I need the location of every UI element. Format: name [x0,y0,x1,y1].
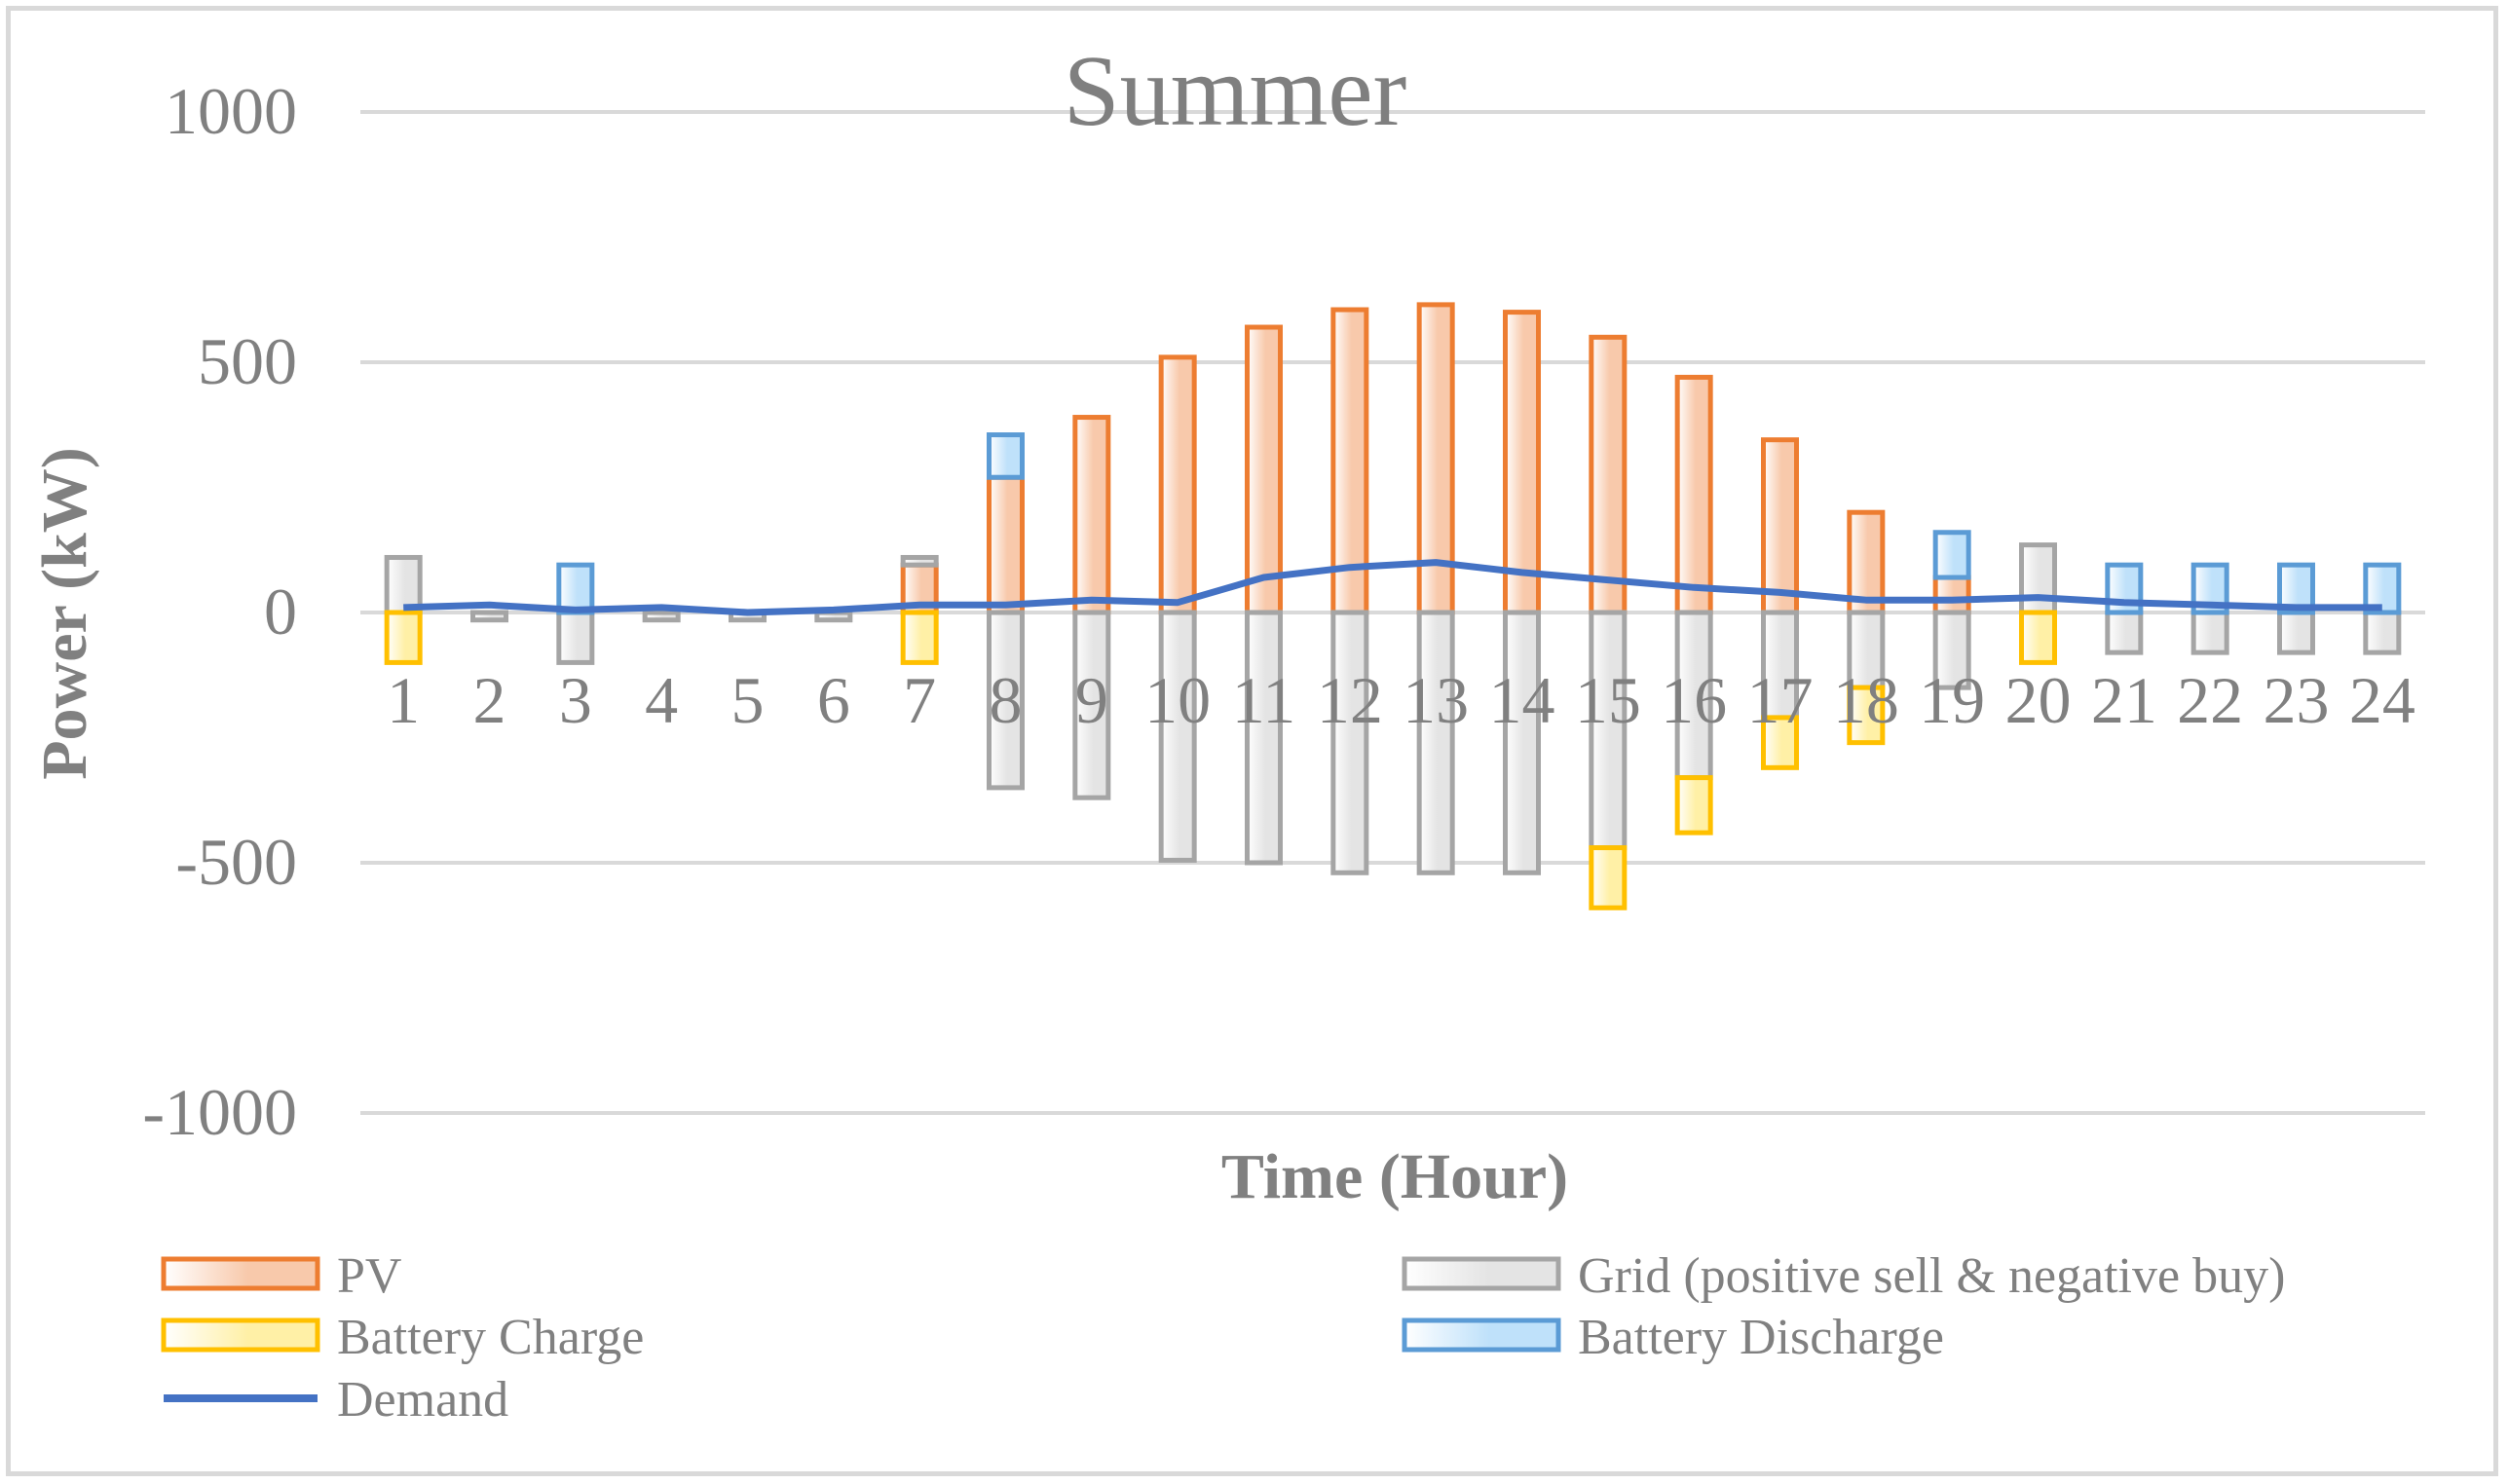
legend-label: Demand [337,1372,508,1428]
bar-battery-discharge [1932,530,1971,580]
bar-battery-discharge [556,562,595,615]
bar-grid [1072,610,1111,800]
x-tick-label: 21 [2091,663,2157,737]
bar-battery-charge [1847,685,1886,746]
bar-battery-charge [1761,715,1799,770]
bar-pv [1932,575,1971,615]
x-tick-label: 17 [1747,663,1814,737]
chart-title: Summer [1064,35,1406,147]
x-tick-label: 2 [473,663,506,737]
x-tick-label: 20 [2005,663,2072,737]
x-tick-label: 9 [1075,663,1108,737]
bar-grid [642,610,681,623]
bar-pv [1330,307,1369,615]
y-tick-label: 1000 [165,74,297,148]
bar-grid [1674,610,1713,781]
legend-label: Battery Charge [337,1310,644,1365]
y-tick-label: 0 [264,575,297,649]
bar-pv [1072,415,1111,615]
x-tick-label: 10 [1144,663,1211,737]
x-tick-label: 8 [990,663,1023,737]
x-tick-label: 22 [2177,663,2243,737]
x-axis-label: Time (Hour) [1221,1141,1568,1212]
bar-battery-discharge [987,432,1025,480]
bar-pv [1761,437,1799,615]
bar-grid [2190,610,2229,655]
x-tick-label: 1 [387,663,420,737]
x-tick-label: 5 [731,663,765,737]
y-axis-label: Power (kW) [29,447,100,780]
legend-label: Grid (positive sell & negative buy) [1578,1248,2285,1304]
legend-swatch [161,1256,320,1291]
bar-pv [1503,310,1541,615]
x-tick-label: 23 [2264,663,2330,737]
bar-grid [2277,610,2315,655]
bar-grid [556,610,595,665]
x-tick-label: 13 [1403,663,1469,737]
bar-pv [1245,324,1283,615]
legend-label: PV [337,1248,401,1304]
bar-grid [2019,542,2057,615]
bar-grid [2105,610,2144,655]
legend-swatch [1402,1256,1561,1291]
bar-battery-charge [384,610,423,665]
x-tick-label: 6 [817,663,850,737]
bar-pv [1158,354,1197,615]
legend-swatch [161,1317,320,1353]
x-tick-label: 19 [1919,663,1985,737]
legend-swatch [1402,1317,1561,1353]
bar-grid [1158,610,1197,863]
x-tick-label: 4 [645,663,678,737]
x-tick-label: 3 [559,663,592,737]
bar-grid [1932,610,1971,690]
bar-grid [1589,610,1628,851]
x-tick-label: 18 [1833,663,1899,737]
bar-grid [470,610,508,623]
bar-grid [2363,610,2402,655]
bar-pv [1674,374,1713,615]
x-tick-label: 7 [903,663,936,737]
bar-battery-charge [1674,775,1713,835]
bar-battery-charge [1589,845,1628,910]
bar-grid [1245,610,1283,866]
y-tick-label: 500 [198,324,297,398]
bar-grid [1330,610,1369,875]
bar-grid [1503,610,1541,875]
bar-battery-discharge [2363,562,2402,615]
bar-grid [987,610,1025,791]
x-tick-label: 11 [1232,663,1295,737]
x-tick-label: 12 [1317,663,1383,737]
bar-battery-charge [900,610,939,665]
x-tick-label: 16 [1661,663,1727,737]
y-tick-label: -500 [175,825,297,899]
bar-grid [900,554,939,568]
x-tick-label: 14 [1489,663,1555,737]
bar-pv [987,474,1025,615]
bar-pv [1589,334,1628,615]
bar-battery-charge [2019,610,2057,665]
bar-grid [1416,610,1455,875]
legend-label: Battery Discharge [1578,1310,1944,1365]
y-tick-label: -1000 [142,1075,297,1149]
demand-line [403,559,2382,616]
x-tick-label: 15 [1575,663,1641,737]
bar-grid [384,554,423,615]
x-tick-label: 24 [2349,663,2415,737]
